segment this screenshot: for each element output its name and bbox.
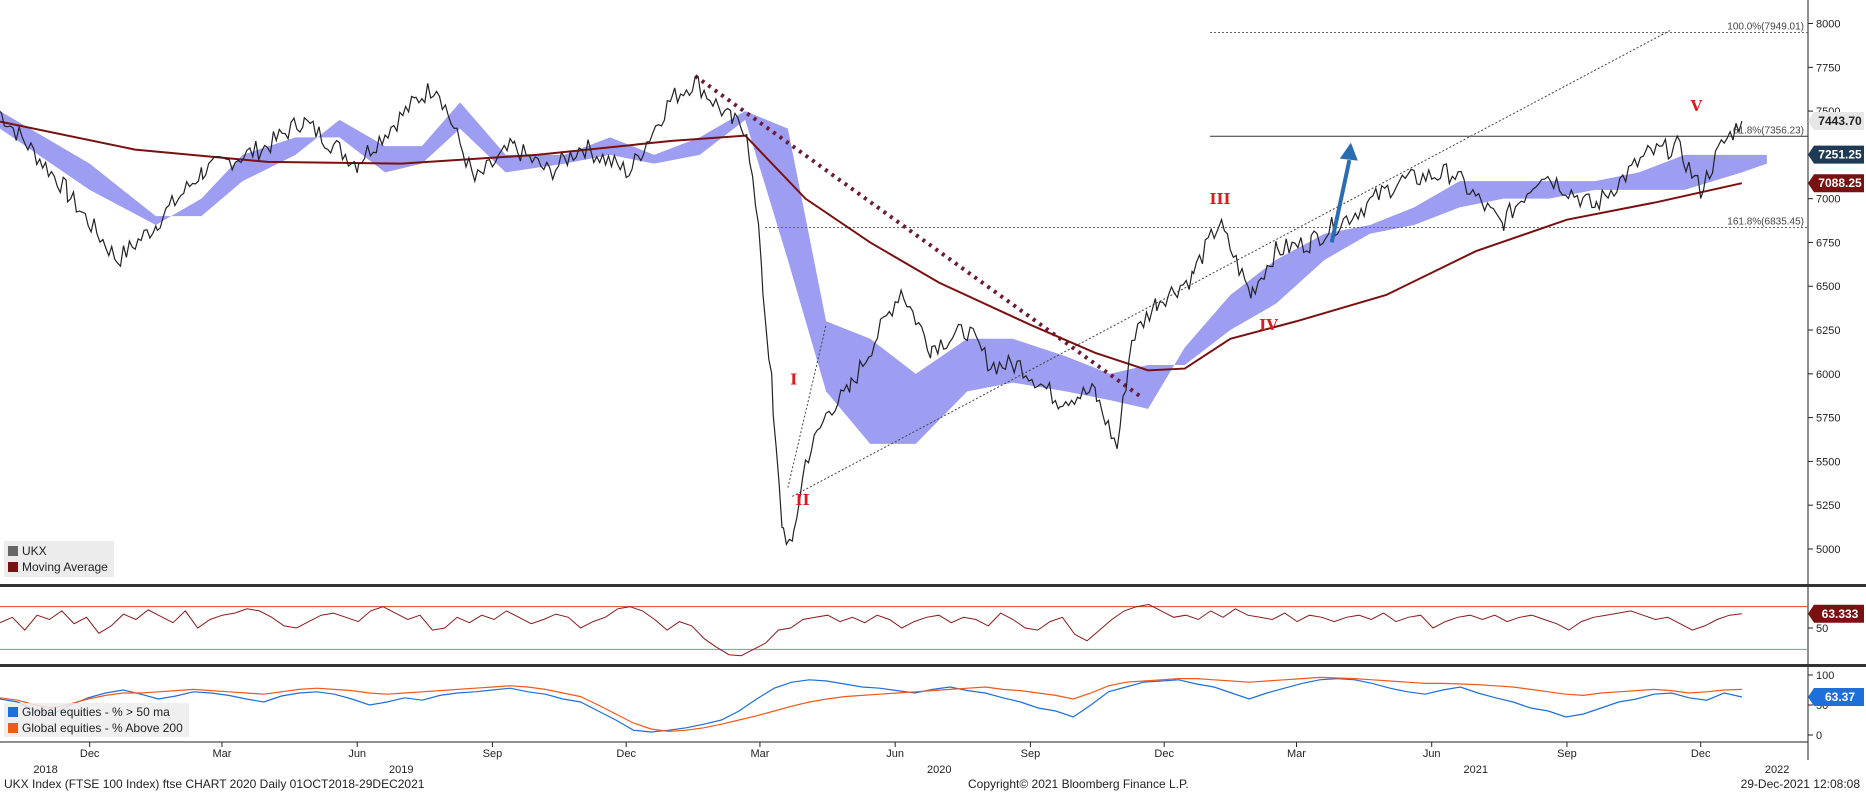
breadth-price-tag-0-text: 63.37 bbox=[1825, 690, 1855, 704]
legend-item-50ma: Global equities - % > 50 ma bbox=[8, 704, 183, 720]
breadth-price-tag-0-bg bbox=[1808, 687, 1864, 706]
downtrend-line bbox=[694, 74, 1142, 399]
breadth-tick-label-100: 100 bbox=[1816, 670, 1834, 682]
x-tick-label-9: Mar bbox=[1287, 748, 1306, 760]
footer-left: UKX Index (FTSE 100 Index) ftse CHART 20… bbox=[4, 777, 425, 791]
breadth-line-0 bbox=[0, 677, 1743, 733]
y-tick-label-6750: 6750 bbox=[1816, 237, 1840, 249]
rsi-tick-label-50: 50 bbox=[1816, 623, 1828, 635]
price-tag-0: 7443.70 bbox=[1808, 111, 1864, 130]
rsi-price-tag-0: 63.333 bbox=[1808, 604, 1864, 623]
x-tick-label-5: Mar bbox=[750, 748, 769, 760]
y-tick-label-5500: 5500 bbox=[1816, 456, 1840, 468]
x-tick-label-2: Jun bbox=[348, 748, 366, 760]
legend-swatch-50ma bbox=[8, 707, 18, 717]
fib-label-1: 61.8%(7356.23) bbox=[1733, 125, 1804, 136]
y-tick-label-7000: 7000 bbox=[1816, 194, 1840, 206]
rsi-price-tag-0-bg bbox=[1808, 604, 1864, 623]
y-tick-label-6000: 6000 bbox=[1816, 369, 1840, 381]
x-tick-label-8: Dec bbox=[1154, 748, 1174, 760]
year-label-2022: 2022 bbox=[1765, 764, 1789, 776]
x-tick-label-3: Sep bbox=[483, 748, 503, 760]
panel-separator-2 bbox=[0, 664, 1866, 667]
breadth-line-1 bbox=[0, 676, 1742, 733]
year-label-2018: 2018 bbox=[33, 764, 57, 776]
price-tag-2: 7088.25 bbox=[1808, 174, 1864, 193]
legend-label-ma: Moving Average bbox=[22, 560, 108, 574]
wave-label-II: II bbox=[796, 491, 810, 509]
legend-label-ukx: UKX bbox=[22, 544, 47, 558]
ichimoku-cloud bbox=[0, 102, 1767, 444]
price-tag-1-text: 7251.25 bbox=[1818, 148, 1862, 162]
wave-label-IV: IV bbox=[1259, 316, 1278, 334]
y-tick-label-7750: 7750 bbox=[1816, 62, 1840, 74]
year-label-2020: 2020 bbox=[927, 764, 951, 776]
panel-separator-1 bbox=[0, 584, 1866, 587]
price-tag-1-bg bbox=[1808, 145, 1864, 164]
x-tick-label-0: Dec bbox=[80, 748, 100, 760]
legend-swatch-200 bbox=[8, 723, 18, 733]
ukx-price-line bbox=[0, 75, 1743, 547]
year-label-2019: 2019 bbox=[389, 764, 413, 776]
y-tick-label-8000: 8000 bbox=[1816, 19, 1840, 31]
y-tick-label-5000: 5000 bbox=[1816, 544, 1840, 556]
x-tick-label-1: Mar bbox=[212, 748, 231, 760]
price-tag-0-bg bbox=[1808, 111, 1864, 130]
fib-label-0: 100.0%(7949.01) bbox=[1727, 21, 1804, 32]
price-tag-2-text: 7088.25 bbox=[1818, 176, 1862, 190]
y-tick-label-5250: 5250 bbox=[1816, 500, 1840, 512]
rsi-price-tag-0-text: 63.333 bbox=[1822, 607, 1859, 621]
legend-item-ukx: UKX bbox=[8, 543, 108, 559]
x-tick-label-12: Dec bbox=[1691, 748, 1711, 760]
trend-arrow-head bbox=[1339, 142, 1358, 161]
x-tick-label-4: Dec bbox=[616, 748, 636, 760]
y-tick-label-6500: 6500 bbox=[1816, 281, 1840, 293]
breadth-legend: Global equities - % > 50 ma Global equit… bbox=[4, 703, 189, 737]
x-tick-label-6: Jun bbox=[886, 748, 904, 760]
year-label-2021: 2021 bbox=[1464, 764, 1488, 776]
breadth-tick-label-0: 0 bbox=[1816, 730, 1822, 742]
trend-arrow-shaft bbox=[1329, 159, 1352, 243]
legend-swatch-ukx bbox=[8, 546, 18, 556]
breadth-price-tag-0: 63.37 bbox=[1808, 687, 1864, 706]
rsi-line bbox=[0, 603, 1742, 657]
wave-label-III: III bbox=[1210, 190, 1231, 208]
y-tick-label-6250: 6250 bbox=[1816, 325, 1840, 337]
x-tick-label-7: Sep bbox=[1021, 748, 1041, 760]
x-tick-label-11: Sep bbox=[1557, 748, 1577, 760]
footer-timestamp: 29-Dec-2021 12:08:08 bbox=[1740, 777, 1860, 791]
footer-copyright: Copyright© 2021 Bloomberg Finance L.P. bbox=[968, 777, 1189, 791]
wave-label-V: V bbox=[1689, 97, 1702, 115]
moving-average-line bbox=[0, 120, 1743, 372]
fib-label-2: 161.8%(6835.45) bbox=[1727, 216, 1804, 227]
wave-label-I: I bbox=[790, 370, 797, 388]
channel-line-upper bbox=[792, 30, 1671, 497]
price-tag-1: 7251.25 bbox=[1808, 145, 1864, 164]
y-tick-label-5750: 5750 bbox=[1816, 413, 1840, 425]
price-tag-0-text: 7443.70 bbox=[1818, 114, 1862, 128]
main-legend: UKX Moving Average bbox=[4, 541, 114, 577]
x-tick-label-10: Jun bbox=[1423, 748, 1441, 760]
legend-swatch-ma bbox=[8, 562, 18, 572]
price-tag-2-bg bbox=[1808, 174, 1864, 193]
legend-label-50ma: Global equities - % > 50 ma bbox=[22, 705, 170, 719]
legend-label-200: Global equities - % Above 200 bbox=[22, 721, 183, 735]
legend-item-ma: Moving Average bbox=[8, 559, 108, 575]
legend-item-200: Global equities - % Above 200 bbox=[8, 720, 183, 736]
